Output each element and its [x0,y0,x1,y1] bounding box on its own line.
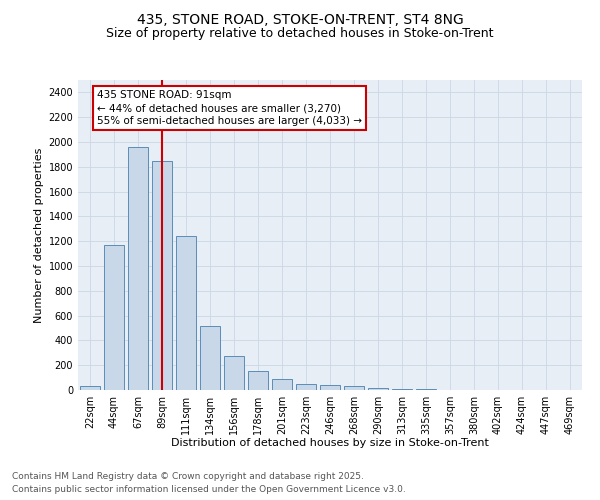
Bar [128,147,148,390]
Text: Size of property relative to detached houses in Stoke-on-Trent: Size of property relative to detached ho… [106,28,494,40]
Bar [200,326,220,390]
X-axis label: Distribution of detached houses by size in Stoke-on-Trent: Distribution of detached houses by size … [171,438,489,448]
Bar [152,160,172,390]
Bar [344,386,364,390]
Text: 435, STONE ROAD, STOKE-ON-TRENT, ST4 8NG: 435, STONE ROAD, STOKE-ON-TRENT, ST4 8NG [137,12,463,26]
Bar [392,389,412,390]
Bar [248,371,268,390]
Text: Contains HM Land Registry data © Crown copyright and database right 2025.: Contains HM Land Registry data © Crown c… [12,472,364,481]
Bar [272,379,292,390]
Bar [296,384,316,390]
Y-axis label: Number of detached properties: Number of detached properties [34,148,44,322]
Text: 435 STONE ROAD: 91sqm
← 44% of detached houses are smaller (3,270)
55% of semi-d: 435 STONE ROAD: 91sqm ← 44% of detached … [97,90,362,126]
Bar [80,386,100,390]
Bar [224,356,244,390]
Bar [320,386,340,390]
Bar [176,236,196,390]
Bar [368,388,388,390]
Text: Contains public sector information licensed under the Open Government Licence v3: Contains public sector information licen… [12,485,406,494]
Bar [104,245,124,390]
